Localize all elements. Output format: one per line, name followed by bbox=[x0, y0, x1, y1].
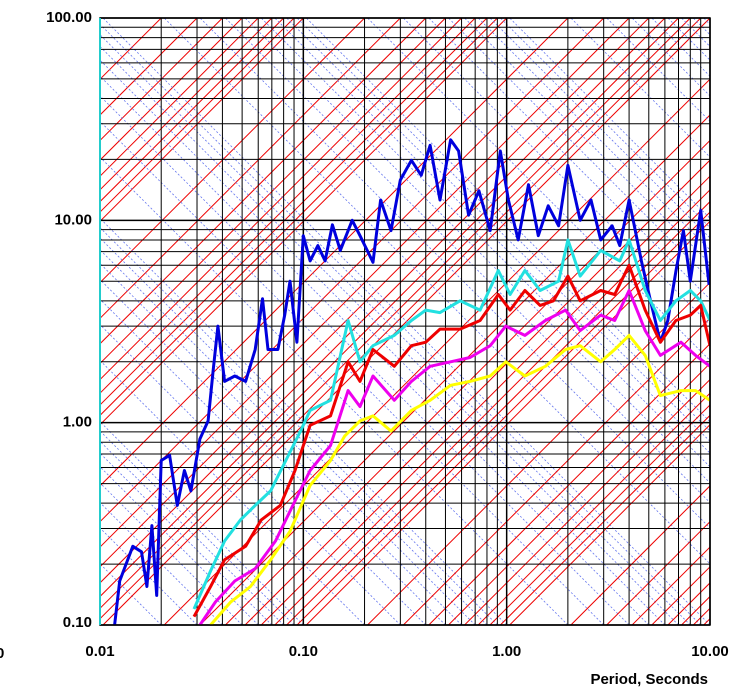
displacement-line bbox=[448, 362, 710, 625]
acceleration-line bbox=[244, 18, 710, 484]
displacement-line bbox=[489, 404, 710, 625]
acceleration-line bbox=[100, 278, 446, 625]
acceleration-line bbox=[100, 120, 604, 625]
acceleration-line bbox=[0, 18, 55, 625]
acceleration-line bbox=[100, 95, 630, 625]
displacement-line bbox=[428, 343, 710, 625]
acceleration-line bbox=[306, 18, 710, 423]
displacement-line bbox=[0, 18, 19, 625]
displacement-line bbox=[0, 18, 55, 625]
series-line bbox=[209, 333, 710, 625]
acceleration-line bbox=[713, 18, 751, 625]
acceleration-line bbox=[0, 18, 69, 625]
displacement-line bbox=[0, 18, 69, 625]
x-axis-label: Period, Seconds bbox=[590, 671, 708, 688]
acceleration-line bbox=[0, 18, 91, 625]
displacement-line bbox=[100, 18, 101, 19]
acceleration-line bbox=[100, 237, 488, 625]
displacement-line bbox=[500, 414, 710, 625]
x-tick-label: 0.10 bbox=[289, 643, 318, 660]
acceleration-line bbox=[0, 18, 19, 625]
displacement-line bbox=[100, 18, 284, 203]
acceleration-line bbox=[367, 18, 710, 362]
acceleration-line bbox=[100, 262, 462, 625]
acceleration-line bbox=[100, 298, 427, 625]
displacement-line bbox=[100, 18, 273, 191]
displacement-line bbox=[0, 18, 39, 625]
acceleration-line bbox=[225, 18, 710, 504]
y-tick-label: 100.00 bbox=[46, 9, 92, 26]
displacement-line bbox=[0, 18, 91, 625]
displacement-line bbox=[713, 18, 751, 625]
y-tick-label: 0.10 bbox=[63, 614, 92, 631]
acceleration-line bbox=[100, 624, 101, 625]
displacement-line bbox=[100, 18, 259, 177]
displacement-line bbox=[100, 18, 295, 213]
y-tick-label: 1.00 bbox=[63, 414, 92, 431]
acceleration-line bbox=[0, 18, 80, 625]
displacement-line bbox=[0, 18, 80, 625]
displacement-line bbox=[477, 392, 710, 625]
acceleration-line bbox=[100, 249, 476, 625]
displacement-line bbox=[100, 18, 243, 161]
displacement-line bbox=[100, 18, 365, 284]
displacement-line bbox=[100, 18, 304, 223]
acceleration-line bbox=[100, 45, 679, 625]
acceleration-line bbox=[100, 59, 666, 625]
displacement-line bbox=[570, 485, 710, 625]
acceleration-line bbox=[100, 217, 507, 625]
displacement-line bbox=[606, 520, 710, 625]
series-lines bbox=[113, 138, 710, 625]
acceleration-line bbox=[100, 34, 691, 625]
x-tick-label: 1.00 bbox=[492, 643, 521, 660]
acceleration-line bbox=[100, 23, 701, 625]
acceleration-line bbox=[100, 75, 650, 625]
displacement-line bbox=[464, 378, 710, 625]
acceleration-line bbox=[260, 18, 710, 468]
acceleration-line bbox=[296, 18, 710, 432]
y-tick-label: 10.00 bbox=[54, 211, 92, 228]
acceleration-line bbox=[403, 18, 710, 326]
acceleration-line bbox=[703, 18, 710, 25]
acceleration-line bbox=[199, 18, 710, 529]
displacement-line bbox=[703, 617, 710, 625]
acceleration-line bbox=[274, 18, 710, 454]
series-line bbox=[192, 263, 710, 618]
x-tick-label: 0.01 bbox=[85, 643, 114, 660]
series-line bbox=[198, 289, 710, 625]
series-line bbox=[192, 238, 710, 610]
acceleration-line bbox=[163, 18, 710, 565]
series-line bbox=[113, 138, 710, 625]
acceleration-line bbox=[102, 18, 710, 625]
annotation: 0 bbox=[0, 645, 4, 662]
displacement-line bbox=[509, 423, 710, 625]
acceleration-line bbox=[100, 227, 498, 625]
displacement-line bbox=[100, 18, 401, 320]
x-tick-label: 10.00 bbox=[691, 643, 729, 660]
displacement-line bbox=[100, 18, 223, 142]
acceleration-line bbox=[0, 18, 39, 625]
